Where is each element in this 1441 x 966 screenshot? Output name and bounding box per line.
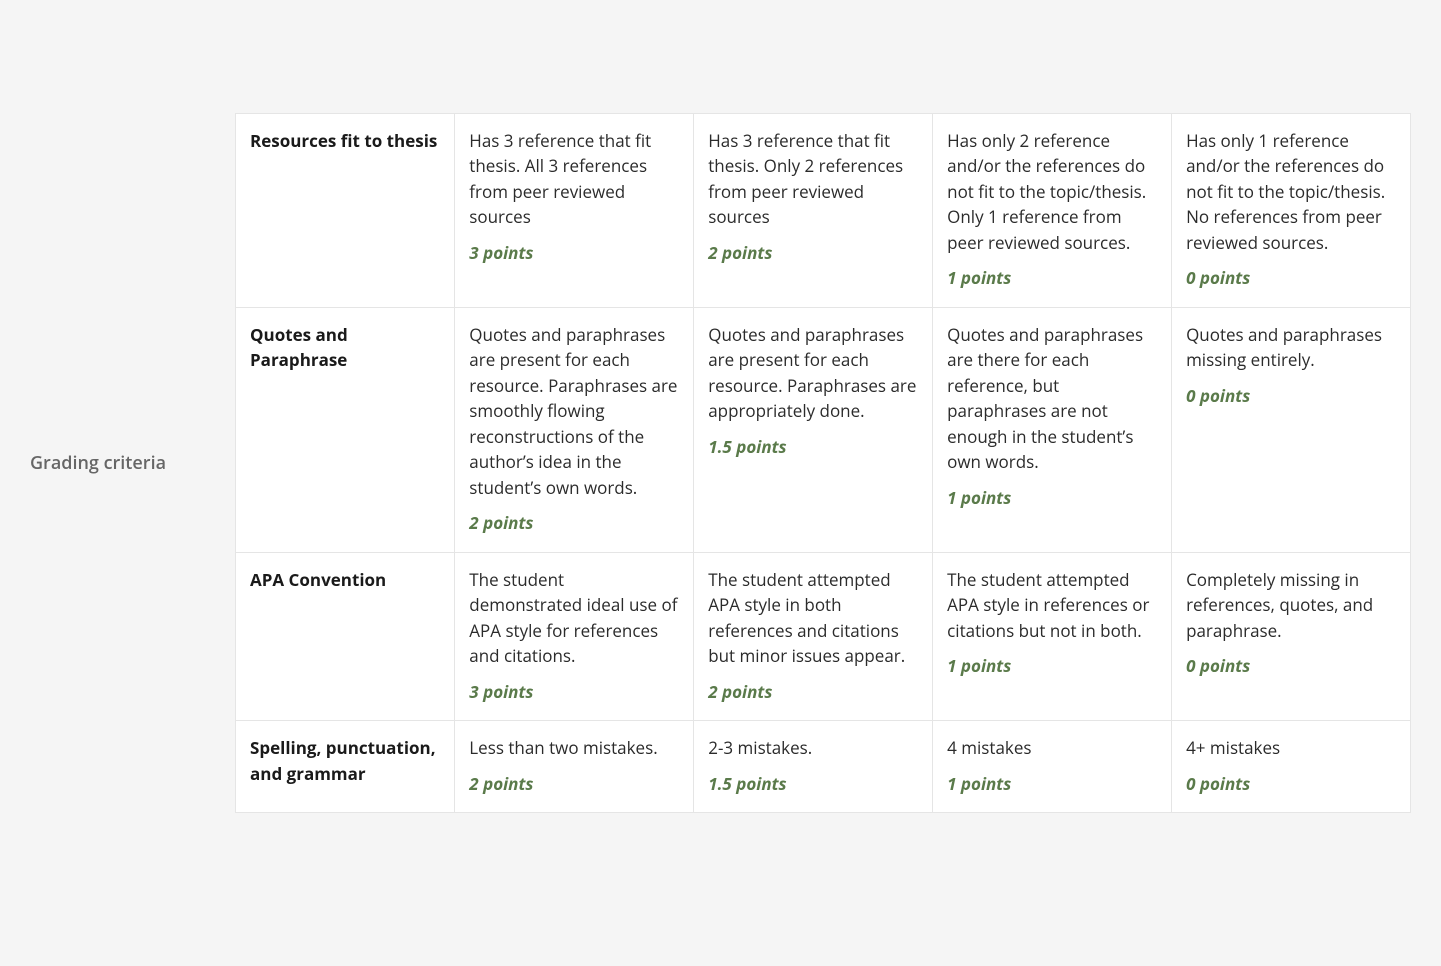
rubric-cell: Quotes and paraphrases are present for e… [455,307,694,552]
level-description: Has only 2 reference and/or the referenc… [947,128,1157,256]
rubric-cell: Has only 1 reference and/or the referenc… [1172,113,1411,307]
level-description: Completely missing in references, quotes… [1186,567,1396,644]
rubric-table: Resources fit to thesis Has 3 reference … [235,113,1411,814]
level-points: 3 points [469,240,679,266]
level-points: 3 points [469,679,679,705]
level-description: Less than two mistakes. [469,735,679,761]
table-row: Resources fit to thesis Has 3 reference … [236,113,1411,307]
rubric-cell: Has 3 reference that fit thesis. Only 2 … [694,113,933,307]
criterion-name: APA Convention [236,552,455,721]
criterion-name: Quotes and Paraphrase [236,307,455,552]
level-description: The student attempted APA style in refer… [947,567,1157,644]
rubric-cell: 4+ mistakes 0 points [1172,721,1411,813]
rubric-cell: Completely missing in references, quotes… [1172,552,1411,721]
rubric-cell: 2-3 mistakes. 1.5 points [694,721,933,813]
rubric-cell: Quotes and paraphrases are present for e… [694,307,933,552]
level-description: Has 3 reference that fit thesis. All 3 r… [469,128,679,230]
level-points: 0 points [1186,265,1396,291]
level-points: 1 points [947,265,1157,291]
level-points: 1.5 points [708,434,918,460]
criterion-name: Spelling, punctuation, and grammar [236,721,455,813]
level-description: Quotes and paraphrases are there for eac… [947,322,1157,475]
level-description: 2-3 mistakes. [708,735,918,761]
rubric-cell: Has 3 reference that fit thesis. All 3 r… [455,113,694,307]
level-description: The student demonstrated ideal use of AP… [469,567,679,669]
level-description: The student attempted APA style in both … [708,567,918,669]
table-row: APA Convention The student demonstrated … [236,552,1411,721]
rubric-cell: The student attempted APA style in refer… [933,552,1172,721]
level-description: 4 mistakes [947,735,1157,761]
level-points: 1 points [947,771,1157,797]
rubric-cell: 4 mistakes 1 points [933,721,1172,813]
table-row: Spelling, punctuation, and grammar Less … [236,721,1411,813]
rubric-cell: The student demonstrated ideal use of AP… [455,552,694,721]
level-points: 2 points [469,771,679,797]
level-points: 2 points [469,510,679,536]
level-description: Quotes and paraphrases are present for e… [469,322,679,501]
level-points: 2 points [708,679,918,705]
criterion-name: Resources fit to thesis [236,113,455,307]
table-row: Quotes and Paraphrase Quotes and paraphr… [236,307,1411,552]
level-description: Quotes and paraphrases are present for e… [708,322,918,424]
rubric-cell: Quotes and paraphrases missing entirely.… [1172,307,1411,552]
level-points: 1.5 points [708,771,918,797]
grading-criteria-label: Grading criteria [30,450,235,477]
rubric-cell: Has only 2 reference and/or the referenc… [933,113,1172,307]
rubric-cell: The student attempted APA style in both … [694,552,933,721]
level-description: Has 3 reference that fit thesis. Only 2 … [708,128,918,230]
rubric-cell: Less than two mistakes. 2 points [455,721,694,813]
level-points: 2 points [708,240,918,266]
level-points: 1 points [947,653,1157,679]
level-points: 1 points [947,485,1157,511]
rubric-cell: Quotes and paraphrases are there for eac… [933,307,1172,552]
level-description: Has only 1 reference and/or the referenc… [1186,128,1396,256]
level-points: 0 points [1186,653,1396,679]
level-description: Quotes and paraphrases missing entirely. [1186,322,1396,373]
level-points: 0 points [1186,771,1396,797]
level-description: 4+ mistakes [1186,735,1396,761]
level-points: 0 points [1186,383,1396,409]
